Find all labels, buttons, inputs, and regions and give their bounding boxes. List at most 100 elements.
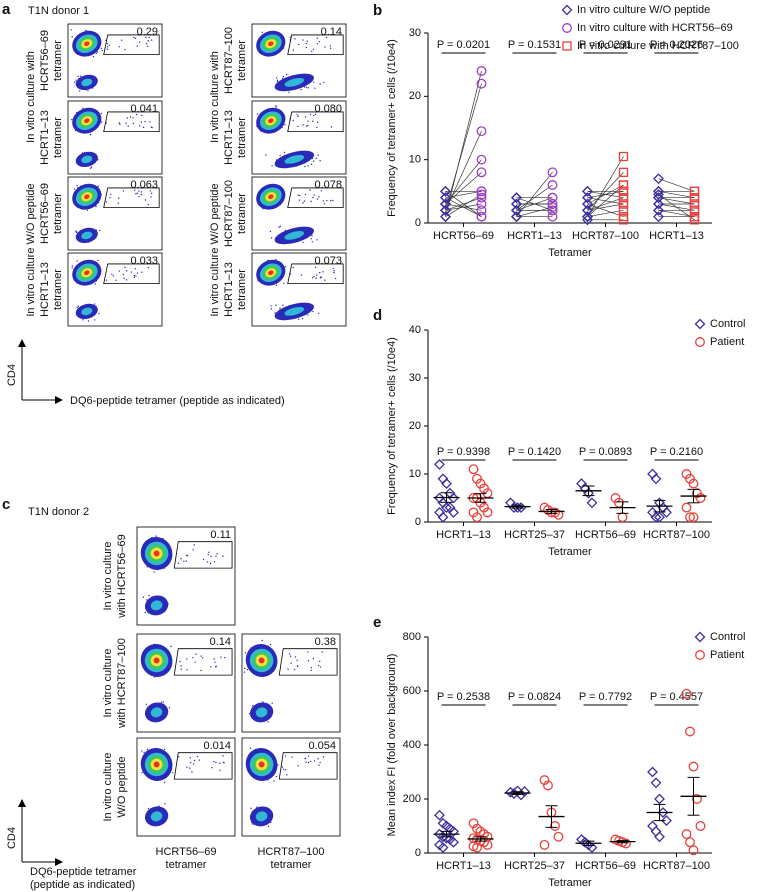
event-dot [76, 306, 78, 309]
event-dot [180, 668, 182, 671]
density [268, 270, 274, 276]
event-dot [183, 560, 185, 563]
event-dot [185, 560, 187, 562]
event-dot [105, 279, 108, 281]
y-tick-label: 400 [403, 739, 421, 751]
pair-line [587, 209, 624, 218]
event-dot [298, 199, 300, 201]
data-point [621, 838, 631, 849]
legend-label: In vitro culture with HCRT56–69 [577, 22, 733, 34]
row-label: with HCRT87–100 [116, 638, 128, 729]
data-point [653, 198, 664, 210]
event-dot [286, 73, 288, 76]
y-tick-label: 40 [409, 324, 421, 336]
x-tick-label: HCRT87–100 [643, 860, 710, 872]
event-dot [302, 241, 304, 244]
event-dot [316, 274, 318, 276]
data-point [582, 185, 593, 197]
sem-bar [511, 791, 524, 795]
x-tick-label: HCRT87–100 [643, 529, 710, 541]
event-dot [296, 659, 298, 661]
data-point [511, 204, 522, 216]
data-point [689, 205, 700, 215]
event-dot [319, 83, 321, 85]
data-point [650, 511, 662, 523]
data-point [511, 192, 522, 204]
y-tick-label: 800 [403, 631, 421, 643]
event-dot [138, 190, 140, 192]
event-dot [284, 124, 286, 126]
p-value: P = 0.1531 [508, 39, 561, 51]
event-dot [325, 36, 328, 39]
data-point [476, 205, 487, 216]
y-tick-label: 10 [409, 468, 421, 480]
row-label: In vitro culture [102, 752, 114, 821]
panel-letter: a [2, 1, 11, 18]
event-dot [214, 661, 216, 663]
data-point [476, 189, 487, 200]
legend-label: Control [710, 318, 745, 330]
event-dot [71, 118, 73, 121]
event-dot [177, 562, 180, 564]
event-dot [286, 774, 288, 776]
data-point [618, 215, 629, 225]
event-dot [314, 87, 316, 89]
event-dot [275, 77, 278, 79]
row-label: tetramer [236, 269, 248, 310]
event-dot [136, 45, 138, 47]
event-dot [222, 555, 224, 557]
event-dot [139, 125, 141, 127]
event-dot [164, 781, 166, 784]
event-dot [289, 655, 292, 657]
data-point [695, 821, 706, 831]
event-dot [136, 272, 139, 274]
event-dot [316, 121, 319, 124]
event-dot [118, 197, 120, 199]
event-dot [219, 769, 221, 771]
condition-label: In vitro culture with [209, 51, 221, 143]
data-point [448, 506, 459, 518]
event-dot [163, 748, 166, 751]
event-dot [281, 766, 284, 768]
data-point [685, 837, 695, 848]
event-dot [315, 157, 317, 160]
data-point [689, 186, 700, 196]
event-dot [100, 112, 102, 115]
density [150, 707, 163, 718]
event-dot [329, 45, 331, 47]
event-dot [287, 668, 289, 670]
data-point [618, 186, 629, 196]
event-dot [261, 639, 263, 642]
event-dot [279, 225, 281, 227]
condition-label: In vitro culture with [25, 51, 37, 143]
event-dot [312, 310, 314, 313]
data-point [582, 192, 593, 204]
pair-line [587, 156, 624, 217]
event-dot [307, 124, 309, 127]
legend-marker [562, 41, 572, 51]
data-point [695, 493, 706, 503]
data-point [448, 836, 459, 848]
x-tick-label: HCRT25–37 [504, 860, 565, 872]
event-dot [118, 270, 121, 272]
event-dot [284, 266, 287, 268]
row-label: tetramer [236, 193, 248, 234]
event-dot [311, 235, 313, 237]
data-point [582, 214, 593, 226]
y-axis-label: Frequency of tetramer+ cells (/10e4) [386, 337, 398, 515]
x-tick-label: HCRT1–13 [436, 860, 491, 872]
event-dot [180, 665, 182, 667]
sem-bar [545, 509, 558, 514]
event-dot [265, 154, 267, 156]
event-dot [213, 760, 215, 763]
event-dot [96, 51, 99, 53]
event-dot [270, 305, 272, 307]
event-dot [323, 203, 326, 205]
sem-bar [440, 492, 453, 503]
panel-letter: b [373, 2, 382, 19]
event-dot [77, 75, 79, 77]
event-dot [146, 748, 149, 751]
data-point [550, 821, 560, 831]
event-dot [316, 37, 318, 39]
data-point [440, 185, 451, 197]
